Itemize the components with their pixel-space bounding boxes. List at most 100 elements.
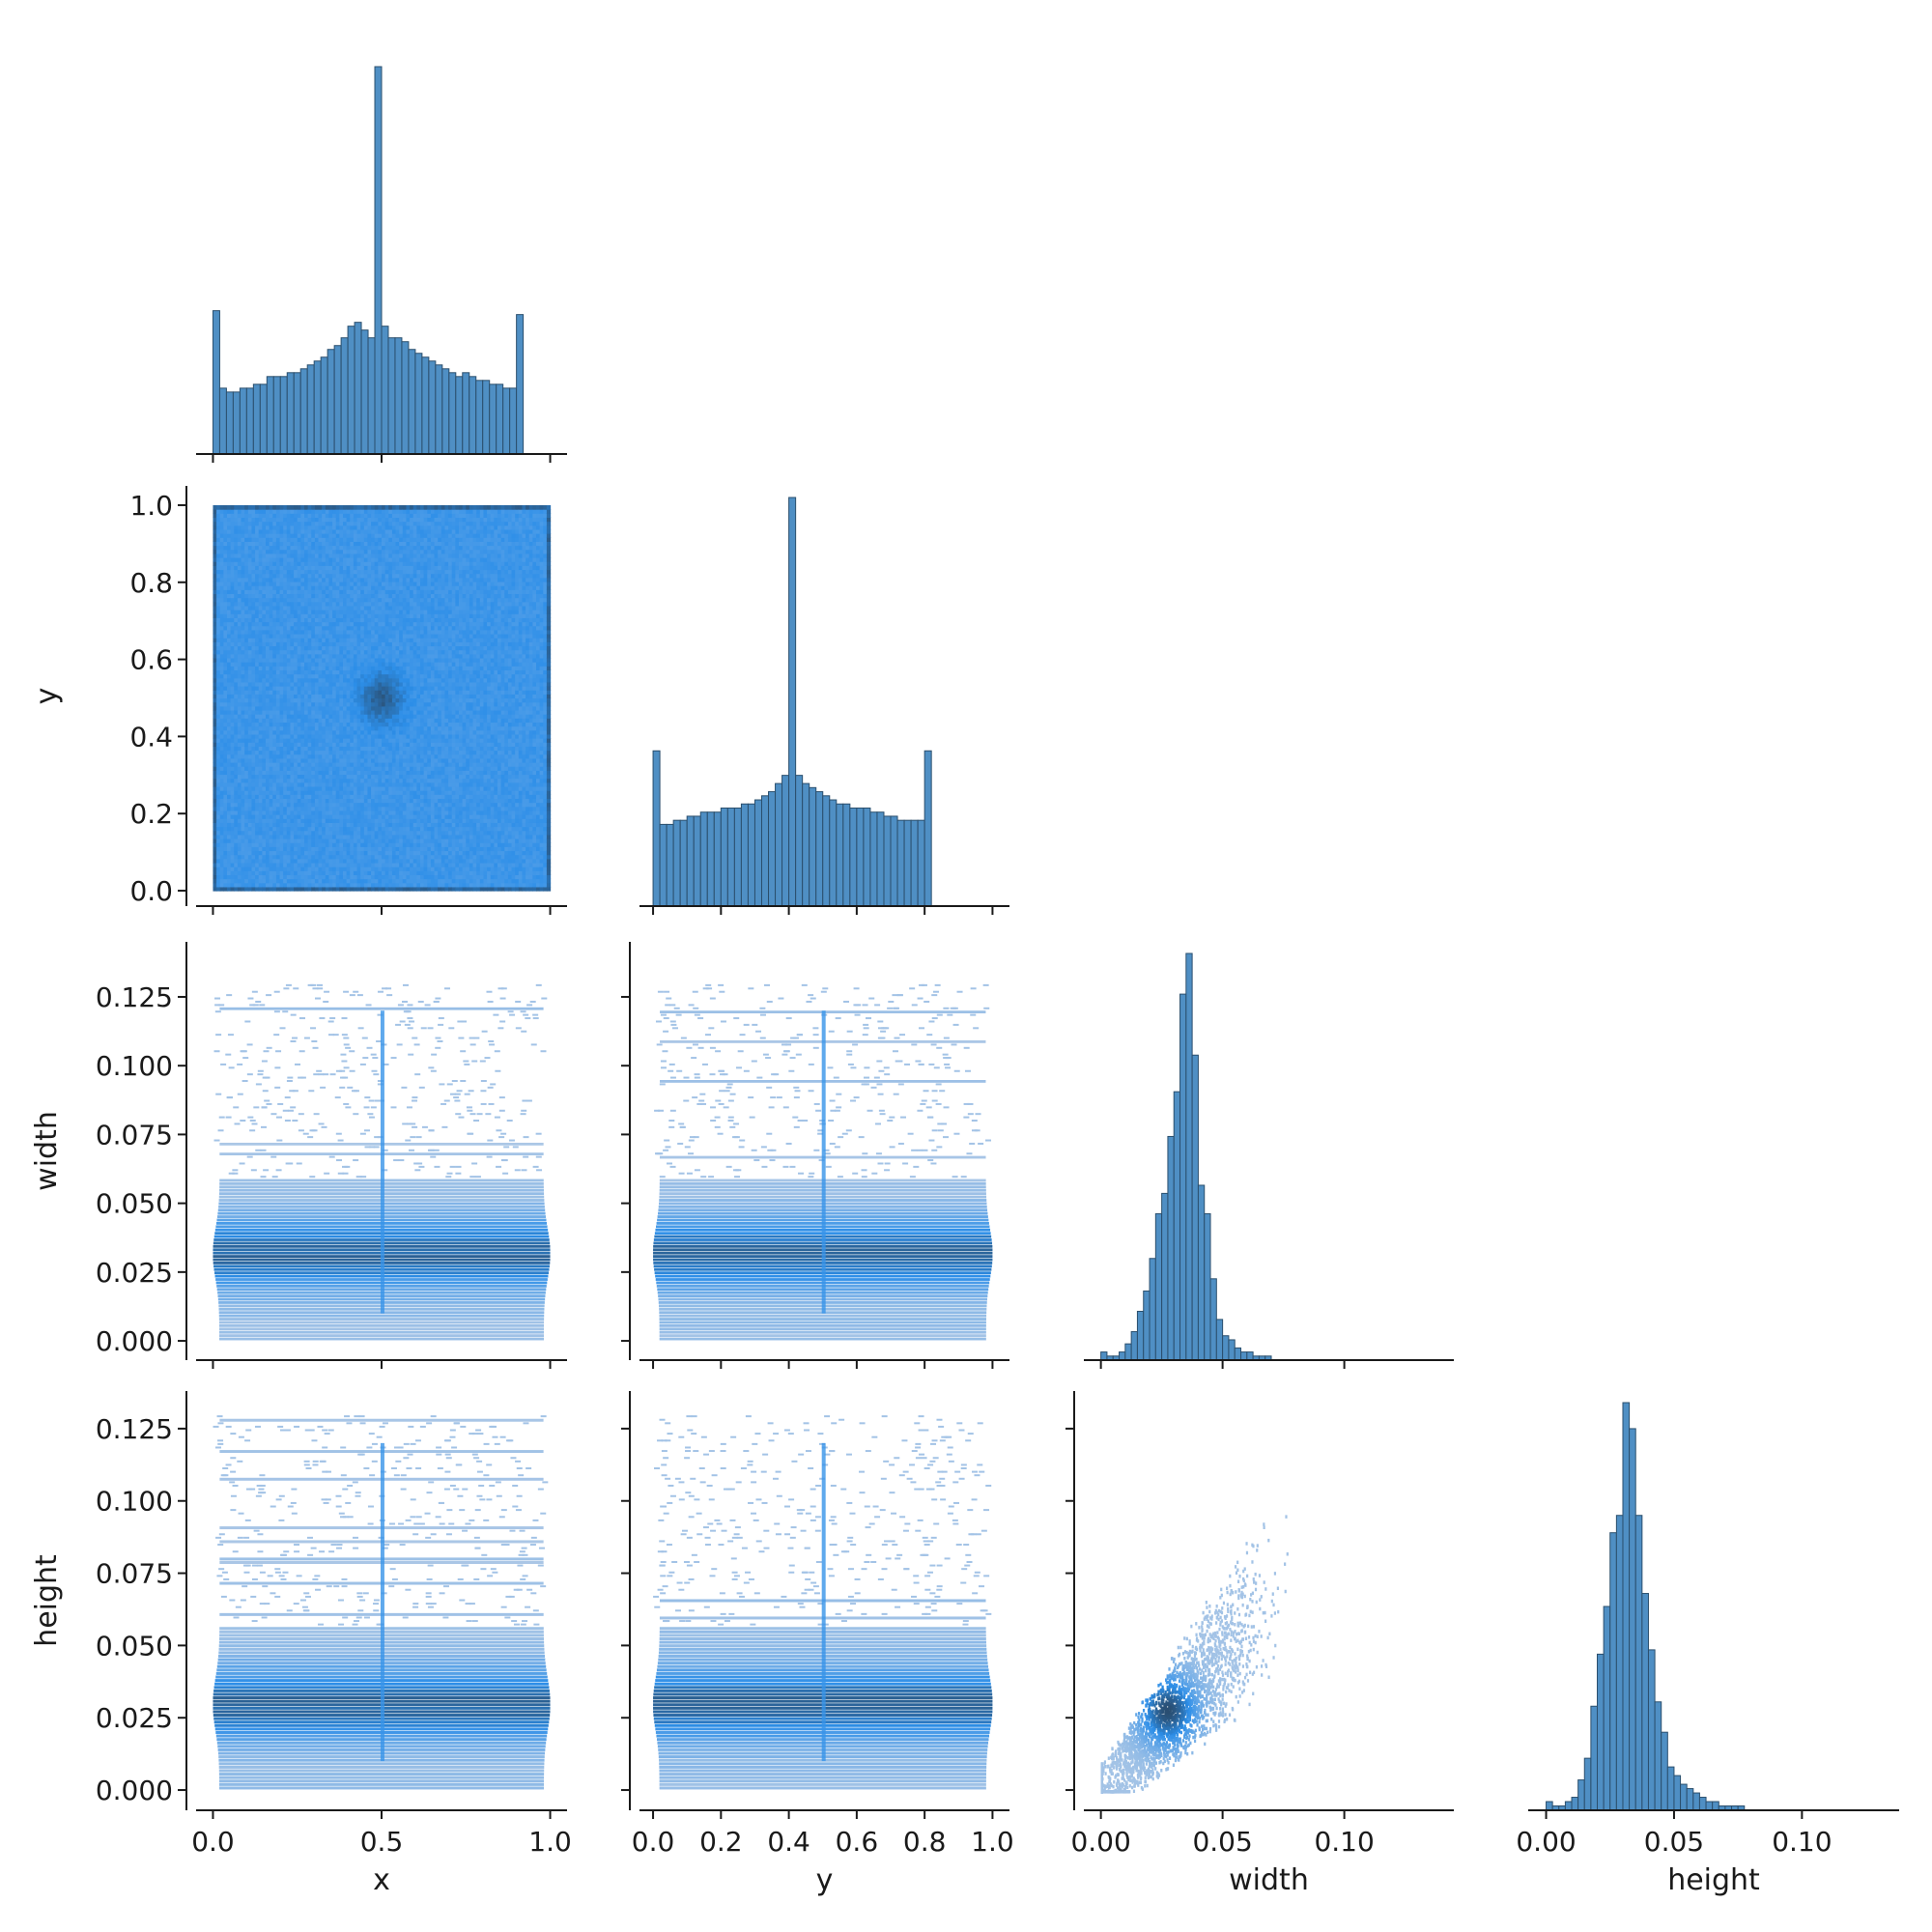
histogram-y <box>639 497 1009 915</box>
hist-bar <box>1571 1797 1579 1811</box>
hist-bar <box>699 811 708 907</box>
y-tick-label: 0.8 <box>129 567 173 599</box>
hist-bar <box>1666 1766 1675 1811</box>
hist-bar <box>760 795 770 907</box>
x-tick-label: 1.0 <box>971 1826 1014 1858</box>
hist-bar <box>869 811 878 907</box>
hist-bar <box>354 322 362 455</box>
hist-bar <box>1222 1335 1230 1361</box>
hist-bar <box>923 750 932 907</box>
hist-bar <box>455 376 464 455</box>
hist-bar <box>903 819 912 907</box>
hist-bar <box>1246 1351 1254 1361</box>
hist-bar <box>1215 1319 1224 1361</box>
hist-bar <box>1173 1091 1181 1361</box>
y-tick-label: 0.025 <box>96 1257 173 1289</box>
hist-bar <box>1119 1351 1126 1361</box>
hist-bar <box>679 819 688 907</box>
density-x-vs-y: 0.0 0.2 0.4 0.6 0.8 1.0 y <box>30 486 567 915</box>
hist-bar <box>225 391 234 455</box>
hist-bar <box>1136 1310 1145 1361</box>
x-tick-label: 0.05 <box>1644 1826 1704 1858</box>
hist-bar <box>469 376 477 455</box>
hist-bar <box>1622 1402 1631 1811</box>
density-cells <box>1100 1515 1289 1794</box>
hist-bar <box>320 356 328 455</box>
x-tick-label: 0.2 <box>699 1826 743 1858</box>
hist-bar <box>509 387 518 455</box>
hist-bar <box>1680 1783 1688 1811</box>
hist-bar <box>890 815 898 907</box>
hist-bar <box>809 786 817 907</box>
y-tick-label: 1.0 <box>129 490 173 522</box>
x-tick-label: 0.4 <box>767 1826 810 1858</box>
x-tick-label: 0.8 <box>903 1826 947 1858</box>
hist-bar <box>441 368 450 455</box>
y-tick-label: 0.2 <box>129 798 173 830</box>
hist-bar <box>1161 1192 1169 1361</box>
hist-bar <box>1228 1339 1236 1361</box>
x-tick-label: 0.00 <box>1070 1826 1130 1858</box>
hist-bar <box>726 807 735 907</box>
hist-bar <box>1590 1705 1599 1811</box>
density-x-vs-width: 0.000 0.025 0.050 0.075 0.100 0.125 width <box>30 942 567 1369</box>
hist-bar <box>475 380 484 455</box>
hist-bar <box>1661 1731 1668 1811</box>
hist-bar <box>1240 1351 1248 1361</box>
histogram-width <box>1084 952 1454 1369</box>
hist-bar <box>896 819 905 907</box>
hist-bar <box>272 376 281 455</box>
hist-bar <box>1124 1343 1132 1361</box>
y-tick-label: 0.075 <box>96 1558 173 1590</box>
hist-bar <box>462 372 470 455</box>
hist-bar <box>435 364 443 455</box>
hist-bar <box>863 807 871 907</box>
hist-bar <box>218 387 227 455</box>
hist-bar <box>733 807 742 907</box>
y-tick-label: 0.025 <box>96 1702 173 1734</box>
hist-bar <box>1692 1792 1700 1811</box>
hist-bar <box>381 326 389 455</box>
y-tick-label: 0.125 <box>96 1413 173 1445</box>
hist-bar <box>1185 952 1193 1361</box>
hist-bar <box>720 807 728 907</box>
y-tick-label: 0.0 <box>129 875 173 907</box>
hist-bar <box>775 782 783 907</box>
hist-bar <box>1143 1290 1151 1361</box>
hist-bar <box>421 356 430 455</box>
hist-bar <box>1603 1605 1611 1811</box>
y-tick-label: 0.000 <box>96 1325 173 1357</box>
y-tick-label: 0.050 <box>96 1188 173 1220</box>
x-tick-label: 0.00 <box>1516 1826 1576 1858</box>
hist-bar <box>829 799 838 907</box>
hist-bar <box>1197 1184 1206 1361</box>
hist-bar <box>740 803 749 907</box>
hist-bar <box>1149 1258 1156 1361</box>
hist-bar <box>313 360 322 455</box>
hist-bar <box>706 811 715 907</box>
y-tick-label: 0.4 <box>129 721 173 753</box>
hist-bar <box>502 387 511 455</box>
hist-bar <box>1615 1515 1624 1811</box>
hist-bar <box>212 310 220 455</box>
hist-bar <box>340 337 349 455</box>
density-cells <box>653 1415 993 1790</box>
hist-bar <box>1100 1351 1108 1361</box>
hist-bar <box>1577 1779 1585 1811</box>
hist-bar <box>1698 1797 1707 1811</box>
hist-bar <box>1609 1532 1617 1811</box>
hist-bar <box>374 66 383 455</box>
hist-bar <box>1546 1801 1553 1811</box>
hist-bar <box>286 372 295 455</box>
hist-bar <box>713 811 722 907</box>
hist-bar <box>1191 1054 1199 1361</box>
x-tick-label: 0.6 <box>836 1826 879 1858</box>
hist-bar <box>394 337 403 455</box>
y-axis-label: height <box>30 1554 64 1647</box>
x-tick-label: 0.0 <box>632 1826 675 1858</box>
y-axis-label: y <box>30 688 64 705</box>
y-tick-label: 0.050 <box>96 1630 173 1662</box>
hist-bar <box>327 349 335 455</box>
hist-bar <box>387 337 396 455</box>
hist-bar <box>1634 1515 1643 1811</box>
